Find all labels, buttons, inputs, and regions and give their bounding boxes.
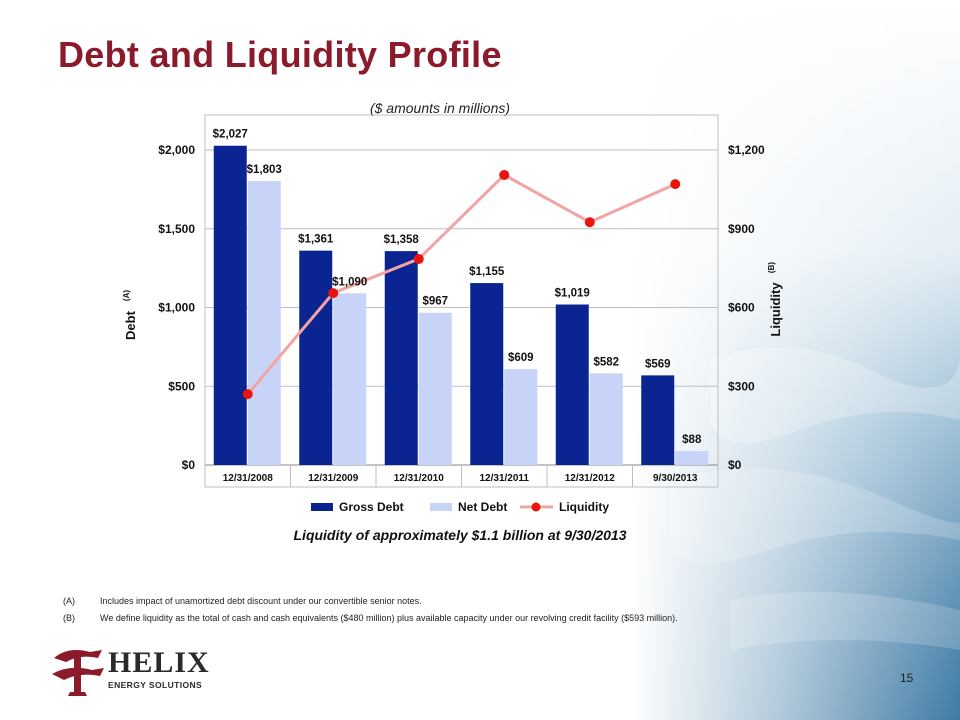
gross-debt-label: $1,358 xyxy=(384,234,420,246)
liquidity-line xyxy=(246,173,676,396)
category-label: 12/31/2009 xyxy=(308,473,358,484)
net-debt-bar xyxy=(418,312,452,465)
category-label: 12/31/2008 xyxy=(223,473,273,484)
helix-logo: HELIX ENERGY SOLUTIONS xyxy=(50,644,220,700)
gross-debt-label: $1,361 xyxy=(298,234,334,246)
gross-debt-label: $2,027 xyxy=(213,129,248,141)
right-tick-label: $900 xyxy=(728,222,755,236)
right-axis-title-sup: (B) xyxy=(767,262,776,273)
right-tick-label: $0 xyxy=(728,458,742,472)
footnote-b: (B) We define liquidity as the total of … xyxy=(63,613,678,623)
left-axis-title-sup: (A) xyxy=(122,290,131,301)
liquidity-point xyxy=(670,179,681,190)
legend-liquidity-marker xyxy=(531,502,541,512)
gross-debt-bar xyxy=(213,145,247,465)
legend-net-debt-label: Net Debt xyxy=(458,500,507,514)
gross-debt-bar xyxy=(299,250,333,465)
gross-debt-label: $1,019 xyxy=(555,288,590,300)
footnote-b-text: We define liquidity as the total of cash… xyxy=(100,613,678,623)
footnote-a-mark: (A) xyxy=(63,596,75,606)
left-tick-label: $500 xyxy=(168,379,195,393)
legend-liquidity-label: Liquidity xyxy=(559,500,609,514)
net-debt-label: $88 xyxy=(682,434,702,446)
legend-gross-debt-label: Gross Debt xyxy=(339,500,404,514)
right-tick-label: $1,200 xyxy=(728,143,765,157)
net-debt-bar xyxy=(247,181,281,465)
left-tick-label: $1,500 xyxy=(158,222,195,236)
legend-net-debt-swatch xyxy=(430,503,452,511)
left-axis-title: Debt xyxy=(123,310,138,340)
gross-debt-label: $1,155 xyxy=(469,266,505,278)
net-debt-bar xyxy=(589,373,623,465)
liquidity-point xyxy=(584,217,595,228)
net-debt-bar xyxy=(675,451,709,465)
net-debt-label: $967 xyxy=(422,296,448,308)
chart-subtitle: ($ amounts in millions) xyxy=(369,100,511,116)
left-tick-label: $0 xyxy=(182,458,196,472)
net-debt-label: $1,090 xyxy=(332,276,367,288)
liquidity-point xyxy=(499,169,510,180)
gross-debt-bar xyxy=(555,304,589,465)
liquidity-point xyxy=(328,288,339,299)
gross-debt-bar xyxy=(384,251,418,465)
footnote-b-mark: (B) xyxy=(63,613,75,623)
net-debt-bar xyxy=(504,369,538,465)
category-label: 12/31/2012 xyxy=(565,473,615,484)
slide-title: Debt and Liquidity Profile xyxy=(58,34,502,75)
footnote-a: (A) Includes impact of unamortized debt … xyxy=(63,596,678,606)
net-debt-label: $582 xyxy=(593,356,619,368)
right-tick-label: $300 xyxy=(728,379,755,393)
category-label: 9/30/2013 xyxy=(653,473,698,484)
net-debt-bar xyxy=(333,293,367,465)
footnotes: (A) Includes impact of unamortized debt … xyxy=(63,596,678,630)
liquidity-point xyxy=(242,389,253,400)
right-axis-title: Liquidity xyxy=(768,282,783,337)
logo-name: HELIX xyxy=(108,646,210,679)
left-tick-label: $2,000 xyxy=(158,143,195,157)
left-tick-label: $1,000 xyxy=(158,301,195,315)
gross-debt-bar xyxy=(641,375,675,465)
footnote-a-text: Includes impact of unamortized debt disc… xyxy=(100,596,422,606)
logo-tagline: ENERGY SOLUTIONS xyxy=(108,680,203,690)
liquidity-callout: Liquidity of approximately $1.1 billion … xyxy=(293,527,627,543)
water-background xyxy=(630,0,960,720)
helix-logo-mark xyxy=(52,650,104,696)
legend-gross-debt-swatch xyxy=(311,503,333,511)
gross-debt-bar xyxy=(470,283,504,465)
gross-debt-label: $569 xyxy=(645,358,671,370)
liquidity-point xyxy=(413,253,424,264)
category-label: 12/31/2010 xyxy=(394,473,444,484)
plot-area-frame xyxy=(204,114,719,466)
net-debt-label: $1,803 xyxy=(247,164,282,176)
page-number: 15 xyxy=(900,671,914,685)
category-label: 12/31/2011 xyxy=(480,473,530,484)
right-tick-label: $600 xyxy=(728,301,755,315)
net-debt-label: $609 xyxy=(508,352,534,364)
